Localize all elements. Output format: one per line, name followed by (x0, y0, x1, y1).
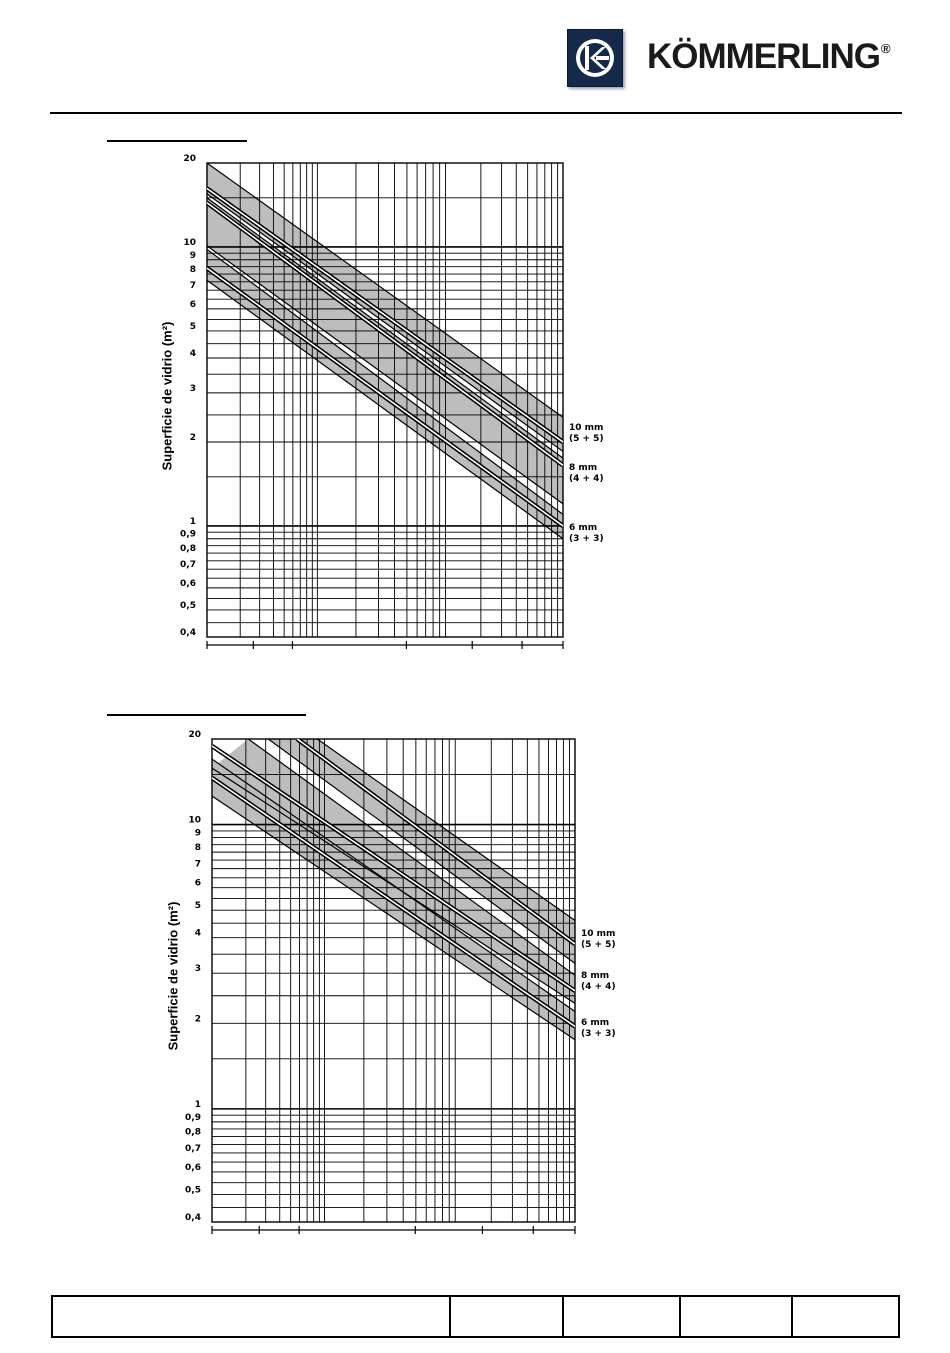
footer-cell (791, 1295, 900, 1338)
kommerling-logo: KÖMMERLING® (567, 29, 905, 87)
y-axis-label: Superficie de vidrio (m²) (165, 902, 180, 1051)
y-tick-label: 3 (190, 384, 196, 394)
footer-cell (679, 1295, 793, 1338)
legend-label: 8 mm (581, 971, 609, 981)
legend-label: 6 mm (569, 523, 597, 533)
y-tick-label: 2 (195, 1014, 201, 1024)
legend-sublabel: (3 + 3) (569, 534, 604, 544)
legend-sublabel: (4 + 4) (581, 982, 616, 992)
y-tick-label: 0,7 (185, 1144, 201, 1154)
y-tick-label: 5 (190, 322, 196, 332)
band-edge-upper (207, 248, 563, 515)
band-edge-upper (207, 163, 563, 418)
y-tick-label: 20 (188, 730, 201, 740)
section-1-rule (107, 140, 247, 142)
series-line-inner (207, 267, 563, 527)
footer-cell (51, 1295, 451, 1338)
band-edge-lower (267, 739, 575, 964)
plot-frame (211, 738, 576, 1223)
y-tick-label: 0,5 (180, 601, 196, 611)
y-tick-label: 2 (190, 433, 196, 443)
band-6mm (207, 249, 563, 539)
y-tick-label: 9 (190, 251, 196, 261)
y-tick-label: 0,9 (185, 1113, 201, 1123)
series-line-inner (212, 777, 575, 1028)
band-edge-upper (207, 197, 563, 459)
plot-frame (206, 162, 564, 638)
series-line-inner (207, 187, 563, 443)
footer-cell (449, 1295, 564, 1338)
y-tick-label: 0,7 (180, 560, 196, 570)
section-2-rule (107, 714, 306, 716)
series-line-inner (212, 745, 575, 992)
brand-name: KÖMMERLING® (647, 37, 891, 76)
y-tick-label: 0,4 (180, 628, 196, 638)
legend-sublabel: (3 + 3) (581, 1029, 616, 1039)
series-line-inner (296, 739, 575, 945)
footer-cell (562, 1295, 681, 1338)
y-tick-label: 5 (195, 901, 201, 911)
y-axis-label: Superficie de vidrio (m²) (159, 322, 174, 471)
band-edge-upper (247, 739, 575, 976)
brand-mark-icon (567, 29, 623, 87)
series-line-inner (207, 202, 563, 466)
legend-sublabel: (5 + 5) (581, 940, 616, 950)
y-tick-label: 1 (195, 1100, 201, 1110)
legend-label: 8 mm (569, 463, 597, 473)
legend-sublabel: (4 + 4) (569, 474, 604, 484)
chart-1: 20 10 9 8 7 6 5 4 3 2 1 0,9 0,8 0,7 0,6 0,5 0,4 Superfici… (159, 154, 604, 649)
y-tick-label: 10 (188, 816, 201, 826)
legend-label: 10 mm (569, 423, 603, 433)
band-edge-upper (212, 758, 575, 1013)
y-tick-label: 4 (195, 929, 201, 939)
legend-label: 6 mm (581, 1018, 609, 1028)
chart-2: 20 10 9 8 7 6 5 4 3 2 1 0,9 0,8 0,7 0,6 0,5 0,4 Superfici… (165, 730, 616, 1234)
y-tick-label: 0,4 (185, 1213, 201, 1223)
y-tick-label: 7 (195, 860, 201, 870)
legend-sublabel: (5 + 5) (569, 434, 604, 444)
y-tick-label: 6 (195, 879, 201, 889)
y-tick-label: 0,8 (185, 1127, 201, 1137)
y-tick-label: 6 (190, 300, 196, 310)
y-tick-label: 0,9 (180, 530, 196, 540)
band-edge-lower (212, 795, 575, 1041)
y-tick-label: 4 (190, 349, 196, 359)
registered-mark: ® (881, 41, 891, 56)
y-tick-label: 1 (190, 517, 196, 527)
header-rule (50, 112, 902, 114)
band-edge-lower (207, 193, 563, 452)
legend-label: 10 mm (581, 929, 615, 939)
y-tick-label: 0,6 (185, 1163, 201, 1173)
y-tick-label: 10 (183, 238, 196, 248)
y-tick-label: 0,6 (180, 579, 196, 589)
y-tick-label: 20 (183, 154, 196, 164)
band-edge-lower (207, 279, 563, 540)
y-tick-label: 3 (195, 964, 201, 974)
band-edge-lower (207, 245, 563, 505)
footer-table (51, 1295, 900, 1338)
y-tick-label: 0,8 (180, 544, 196, 554)
y-tick-label: 0,5 (185, 1185, 201, 1195)
y-tick-label: 7 (190, 281, 196, 291)
band-edge-upper (316, 739, 575, 921)
y-tick-label: 8 (190, 265, 196, 275)
y-tick-label: 8 (195, 843, 201, 853)
y-tick-label: 9 (195, 829, 201, 839)
